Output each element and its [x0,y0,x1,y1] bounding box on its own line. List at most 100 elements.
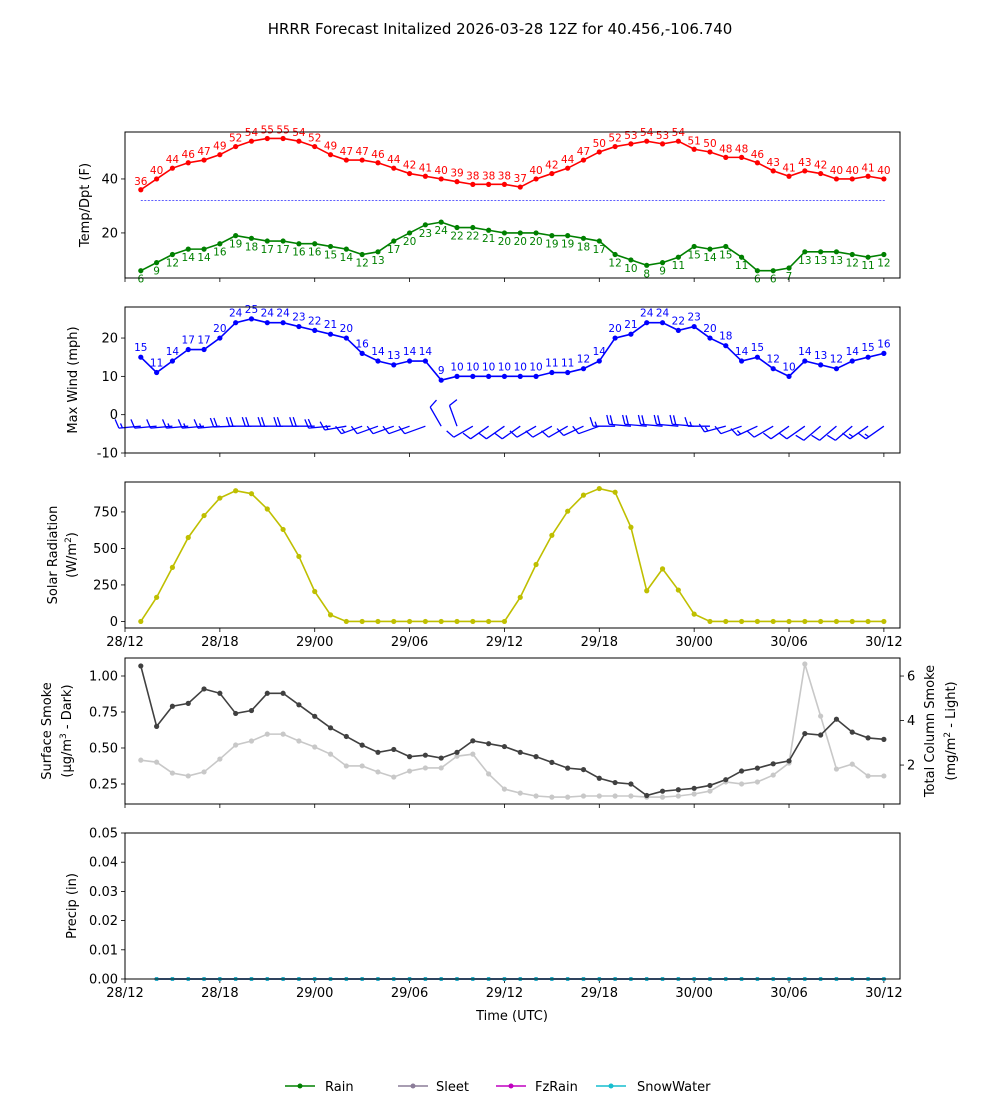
wind-barb-shaft [640,423,663,427]
column-smoke-light-point [233,742,239,748]
temperature-point [486,181,492,187]
temperature-data-label: 41 [782,162,795,174]
max-wind-data-label: 16 [877,338,891,350]
wind-barb-full [225,416,231,427]
ylabel-smoke-right-2: (mg/m2 - Light) [943,681,959,780]
max-wind-data-label: 14 [403,346,417,358]
x-tick-label: 28/12 [106,635,143,650]
solar-radiation-point [391,618,397,625]
y-tick-label: 1.00 [89,669,118,684]
temperature-point [612,143,618,150]
surface-smoke-dark-point [517,749,523,755]
solar-radiation-point [422,618,428,625]
column-smoke-light-point [549,794,555,800]
surface-smoke-dark-point [501,743,508,750]
solar-radiation-point [833,618,840,625]
dewpoint-point [217,241,223,247]
temperature-point [391,165,397,171]
surface-smoke-dark-point [312,713,318,719]
dewpoint-data-label: 11 [672,260,685,272]
wind-barb-shaft [656,423,679,427]
wind-barb-full [307,418,313,429]
wind-barb-full [304,419,310,429]
max-wind-data-label: 11 [150,358,163,370]
surface-smoke-dark-point [612,779,618,786]
dewpoint-data-label: 11 [861,260,874,272]
temperature-point [738,154,745,160]
wind-barb-full [621,414,626,425]
legend-marker-rain [297,1083,303,1089]
column-smoke-light-point [675,793,681,799]
temperature-point [865,173,871,179]
x-tick-label: 30/12 [865,986,902,1001]
temperature-data-label: 42 [403,160,416,172]
wind-barb-shaft [470,425,490,440]
surface-smoke-dark-point [359,742,365,748]
surface-smoke-dark-point [406,754,413,760]
column-smoke-light-point [612,793,618,799]
wind-barb-full [245,416,250,427]
temperature-data-label: 40 [877,165,890,177]
surface-smoke-dark-point [596,775,602,781]
column-smoke-light-point [217,756,223,762]
wind-barb-full [778,432,788,440]
temperature-data-label: 42 [545,160,558,172]
wind-barb-half [325,424,329,430]
dewpoint-point [391,238,397,244]
max-wind-data-label: 12 [830,354,843,366]
max-wind-data-label: 12 [577,354,590,366]
column-smoke-light-line [140,663,884,798]
dewpoint-data-label: 14 [703,252,717,264]
dewpoint-point [580,235,587,241]
y-tick-label: 20 [101,226,118,241]
column-smoke-light-point [596,793,602,799]
dewpoint-point [754,268,761,274]
wind-barb-full [684,416,689,427]
legend-label-snowwater: SnowWater [637,1080,711,1095]
wind-barb-full [161,419,167,429]
max-wind-point [422,358,428,364]
x-tick-label: 30/12 [865,635,902,650]
temperature-point [296,138,302,144]
temperature-data-label: 37 [514,173,527,185]
x-tick-label: 28/18 [201,635,238,650]
dewpoint-point [691,243,697,250]
column-smoke-light-point [312,744,318,750]
wind-barb [350,425,379,435]
temperature-point [470,181,476,187]
x-tick-label: 29/00 [296,635,333,650]
wind-barb [621,414,647,427]
max-wind-point [185,346,191,353]
max-wind-data-label: 20 [608,323,621,335]
surface-smoke-dark-point [580,766,587,773]
dewpoint-point [169,251,176,258]
wind-barb-full [146,419,152,429]
surface-smoke-dark-point [327,725,334,731]
y-tick-label: -10 [97,447,118,462]
max-wind-data-label: 10 [514,361,527,373]
solar-radiation-point [185,534,191,541]
wind-barb [319,421,347,431]
dewpoint-point [628,257,634,263]
solar-radiation-point [359,618,365,625]
temperature-data-label: 40 [830,165,843,177]
dewpoint-point [264,238,270,244]
dewpoint-point [738,254,745,260]
wind-barb-shaft [404,425,426,435]
temperature-data-label: 47 [355,146,368,158]
surface-smoke-dark-point [486,741,492,747]
wind-barb-shaft [786,425,806,440]
wind-barb [698,423,726,433]
wind-barb-full [398,425,406,435]
wind-barb-shaft [388,425,410,435]
dewpoint-point [786,265,792,271]
column-smoke-light-point [154,759,160,765]
temperature-data-label: 46 [182,149,196,161]
max-wind-point [454,373,460,379]
column-smoke-light-point [359,763,365,769]
wind-barb-full [509,430,518,438]
max-wind-point [865,354,871,360]
column-smoke-light-point [691,791,697,797]
wind-barb-full [462,432,471,440]
surface-smoke-dark-point [691,785,697,791]
